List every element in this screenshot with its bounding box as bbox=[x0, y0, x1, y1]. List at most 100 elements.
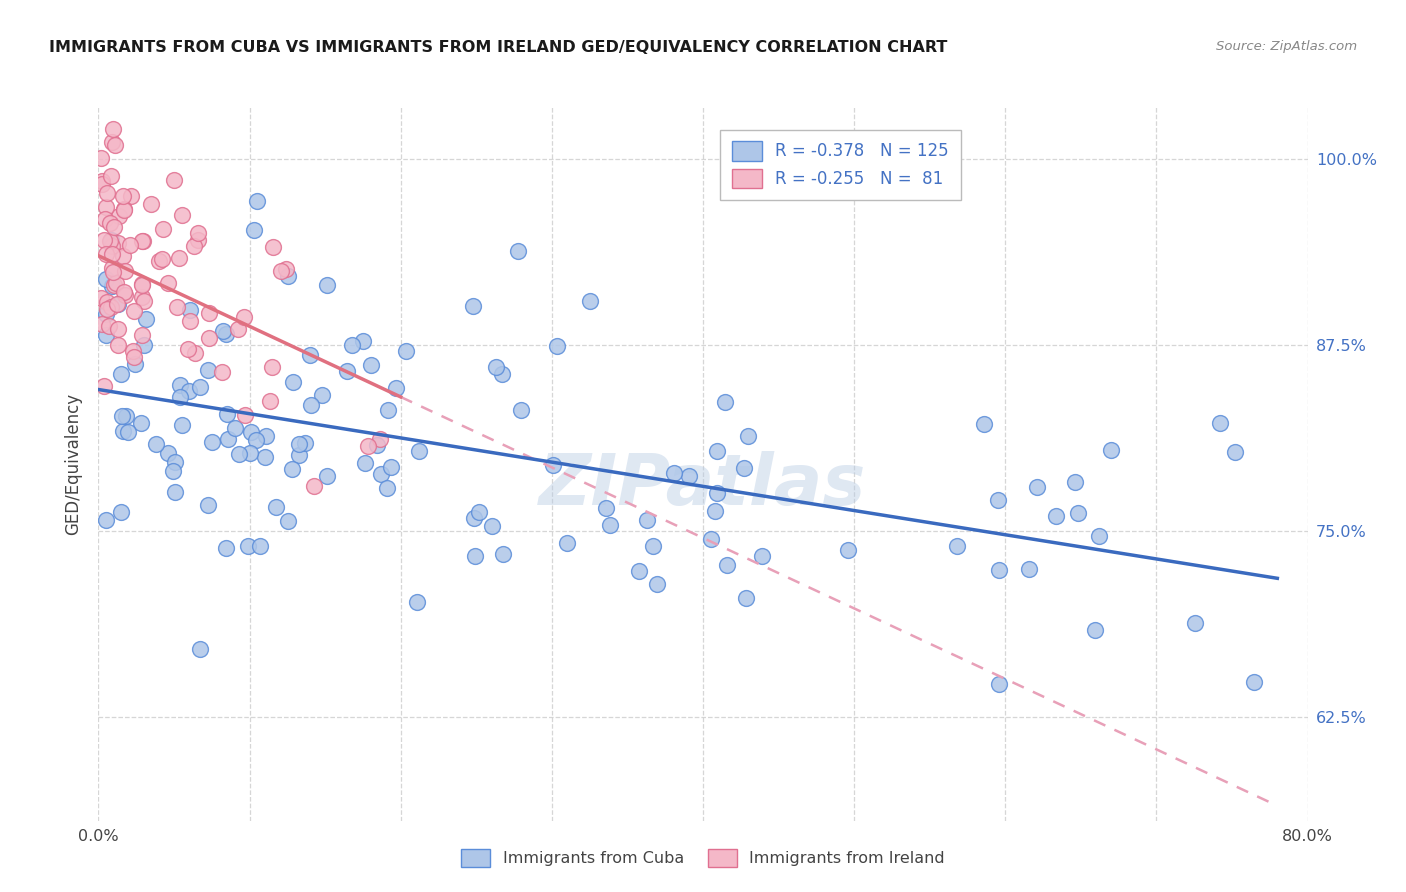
Text: ZIPatlas: ZIPatlas bbox=[540, 450, 866, 520]
Point bbox=[215, 541, 238, 555]
Point bbox=[315, 278, 337, 293]
Point bbox=[1223, 445, 1246, 459]
Point bbox=[94, 272, 117, 286]
Point bbox=[187, 233, 209, 247]
Point bbox=[253, 450, 276, 465]
Point bbox=[647, 577, 669, 591]
Point bbox=[198, 331, 221, 345]
Point bbox=[96, 302, 118, 317]
Point bbox=[112, 285, 135, 300]
Point bbox=[98, 216, 121, 230]
Point bbox=[101, 122, 124, 136]
Point bbox=[304, 479, 326, 493]
Point bbox=[662, 467, 685, 481]
Point bbox=[1026, 480, 1049, 494]
Point bbox=[100, 301, 122, 315]
Point bbox=[122, 350, 145, 364]
Point bbox=[96, 246, 118, 260]
Point bbox=[283, 375, 305, 389]
Point bbox=[211, 324, 233, 338]
Point bbox=[112, 202, 135, 216]
Point bbox=[179, 313, 201, 327]
Point bbox=[131, 290, 153, 304]
Point bbox=[395, 344, 418, 359]
Point bbox=[260, 360, 283, 375]
Point bbox=[987, 493, 1010, 508]
Point bbox=[228, 447, 250, 461]
Point bbox=[152, 252, 174, 266]
Point bbox=[101, 278, 124, 293]
Point bbox=[170, 208, 193, 222]
Point bbox=[114, 288, 136, 302]
Point bbox=[135, 311, 157, 326]
Point bbox=[131, 277, 153, 291]
Point bbox=[375, 481, 398, 495]
Point bbox=[557, 535, 579, 549]
Point bbox=[264, 500, 287, 515]
Point bbox=[315, 469, 337, 483]
Point bbox=[703, 504, 725, 518]
Point bbox=[405, 595, 427, 609]
Point bbox=[1099, 443, 1122, 458]
Point bbox=[124, 357, 146, 371]
Point bbox=[1018, 562, 1040, 576]
Point bbox=[114, 264, 136, 278]
Point bbox=[91, 177, 114, 191]
Point bbox=[93, 379, 115, 393]
Point bbox=[734, 591, 756, 605]
Point bbox=[1209, 417, 1232, 431]
Point bbox=[145, 437, 167, 451]
Point bbox=[245, 434, 267, 448]
Point bbox=[713, 395, 735, 409]
Point bbox=[96, 295, 118, 310]
Point bbox=[93, 233, 115, 247]
Point bbox=[751, 549, 773, 563]
Point bbox=[370, 467, 392, 482]
Point bbox=[110, 505, 132, 519]
Point bbox=[643, 539, 665, 553]
Point bbox=[509, 403, 531, 417]
Point bbox=[377, 403, 399, 417]
Point bbox=[183, 346, 205, 360]
Point bbox=[162, 464, 184, 478]
Point bbox=[352, 334, 374, 348]
Point bbox=[100, 238, 122, 252]
Point bbox=[357, 439, 380, 453]
Point bbox=[148, 254, 170, 268]
Point bbox=[706, 444, 728, 458]
Point bbox=[132, 294, 155, 309]
Point bbox=[636, 513, 658, 527]
Point bbox=[226, 322, 249, 336]
Point bbox=[1088, 529, 1111, 543]
Point bbox=[380, 459, 402, 474]
Point bbox=[120, 237, 142, 252]
Point bbox=[132, 234, 155, 248]
Point bbox=[107, 322, 129, 336]
Point bbox=[340, 338, 363, 352]
Point bbox=[733, 460, 755, 475]
Point bbox=[172, 417, 194, 432]
Point bbox=[100, 233, 122, 247]
Point bbox=[90, 152, 112, 166]
Point bbox=[946, 539, 969, 553]
Point bbox=[1045, 509, 1067, 524]
Point bbox=[311, 388, 333, 402]
Legend: R = -0.378   N = 125, R = -0.255   N =  81: R = -0.378 N = 125, R = -0.255 N = 81 bbox=[720, 129, 960, 200]
Point bbox=[481, 519, 503, 533]
Point bbox=[112, 202, 135, 217]
Point bbox=[90, 317, 112, 331]
Point bbox=[131, 234, 153, 248]
Point bbox=[973, 417, 995, 431]
Point bbox=[101, 246, 124, 260]
Point bbox=[336, 364, 359, 378]
Point bbox=[107, 297, 129, 311]
Point bbox=[211, 365, 233, 379]
Point bbox=[94, 307, 117, 321]
Point bbox=[243, 223, 266, 237]
Point bbox=[1243, 675, 1265, 690]
Point bbox=[599, 518, 621, 533]
Point bbox=[169, 390, 191, 404]
Point bbox=[737, 428, 759, 442]
Text: IMMIGRANTS FROM CUBA VS IMMIGRANTS FROM IRELAND GED/EQUIVALENCY CORRELATION CHAR: IMMIGRANTS FROM CUBA VS IMMIGRANTS FROM … bbox=[49, 40, 948, 55]
Point bbox=[288, 448, 311, 462]
